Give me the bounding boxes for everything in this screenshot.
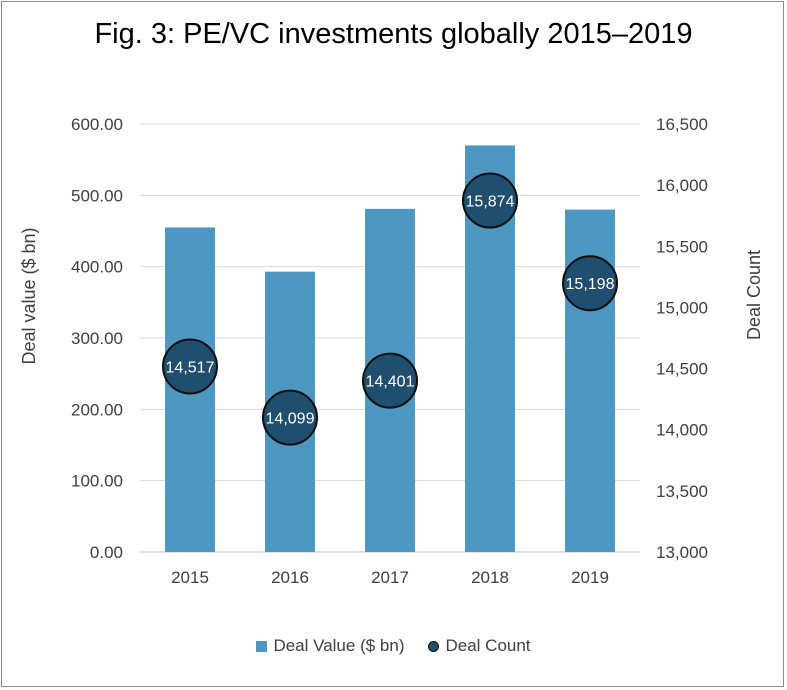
y2-axis-title: Deal Count — [744, 250, 764, 340]
y-tick-label: 500.00 — [71, 186, 123, 205]
legend-swatch-dot — [428, 640, 440, 652]
legend-label-deal-count: Deal Count — [445, 636, 531, 655]
legend-item-deal-value: Deal Value ($ bn) — [256, 636, 404, 656]
y2-tick-label: 15,000 — [656, 298, 708, 317]
legend-item-deal-count: Deal Count — [428, 636, 531, 656]
point-deal-count — [162, 338, 218, 395]
x-tick-label: 2017 — [371, 568, 409, 587]
y2-tick-label: 16,000 — [656, 176, 708, 195]
y2-tick-label: 13,000 — [656, 543, 708, 562]
y-tick-label: 0.00 — [90, 543, 123, 562]
data-label-deal-count: 15,198 — [566, 276, 615, 293]
x-tick-label: 2015 — [171, 568, 209, 587]
axes: 0.00 100.00 200.00 300.00 400.00 500.00 600.00… — [71, 115, 708, 587]
y2-tick-label: 13,500 — [656, 482, 708, 501]
legend-label-deal-value: Deal Value ($ bn) — [273, 636, 405, 655]
chart-title: Fig. 3: PE/VC investments globally 2015–… — [94, 18, 693, 50]
bar-series — [165, 145, 615, 553]
point-deal-count — [262, 389, 318, 446]
dot-series: 14,517 14,099 14,401 15,874 15,198 — [162, 172, 618, 446]
point-deal-count — [462, 172, 518, 229]
point-deal-count — [362, 352, 418, 409]
x-tick-label: 2019 — [571, 568, 609, 587]
y2-tick-label: 15,500 — [656, 237, 708, 256]
y-axis-title: Deal value ($ bn) — [19, 227, 39, 364]
data-label-deal-count: 14,401 — [366, 374, 415, 391]
y-tick-label: 200.00 — [71, 400, 123, 419]
y-tick-label: 100.00 — [71, 472, 123, 491]
y2-tick-label: 16,500 — [656, 115, 708, 134]
legend: Deal Value ($ bn) Deal Count — [0, 636, 787, 656]
y-tick-label: 300.00 — [71, 329, 123, 348]
data-label-deal-count: 14,517 — [166, 359, 215, 376]
point-deal-count — [562, 255, 618, 312]
data-label-deal-count: 14,099 — [266, 411, 315, 428]
y-tick-label: 600.00 — [71, 115, 123, 134]
data-label-deal-count: 15,874 — [466, 194, 515, 211]
y-tick-label: 400.00 — [71, 258, 123, 277]
x-tick-label: 2018 — [471, 568, 509, 587]
x-tick-label: 2016 — [271, 568, 309, 587]
legend-swatch-bar — [256, 640, 268, 652]
y2-tick-label: 14,000 — [656, 421, 708, 440]
y2-tick-label: 14,500 — [656, 360, 708, 379]
